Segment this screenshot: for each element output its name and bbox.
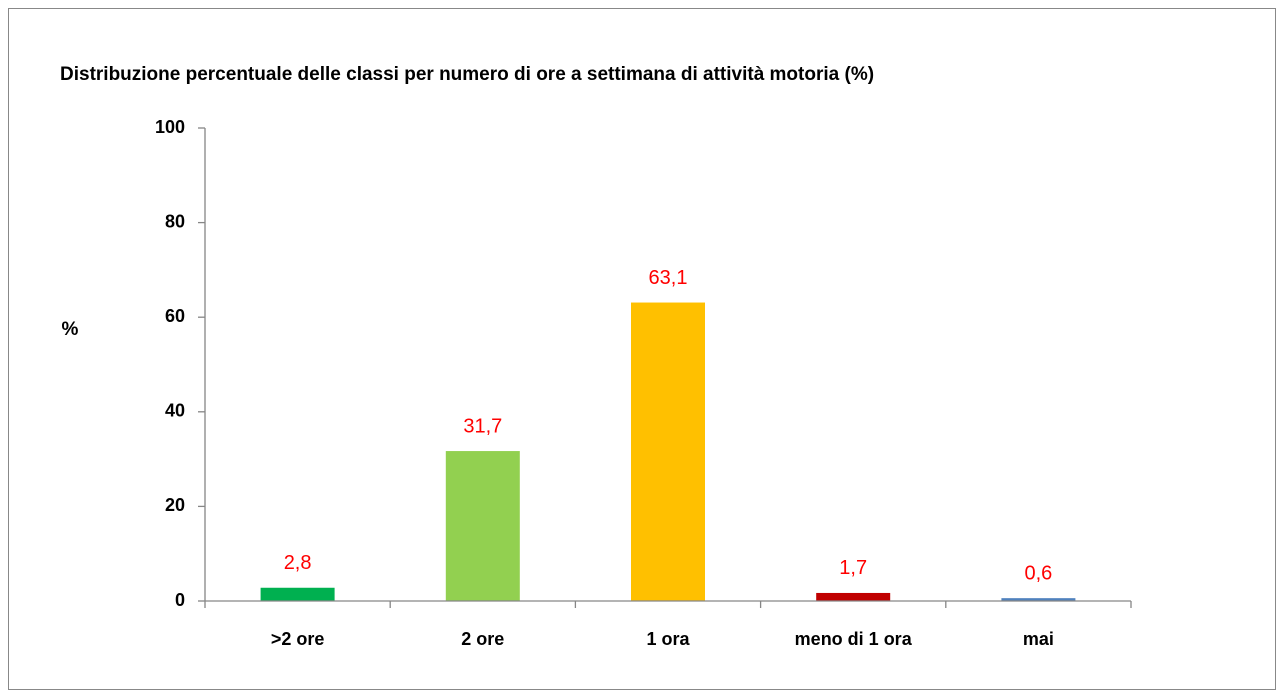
y-tick-label: 20 bbox=[165, 495, 185, 515]
value-label: 31,7 bbox=[463, 415, 502, 437]
bar bbox=[260, 587, 335, 601]
y-tick-label: 0 bbox=[175, 590, 185, 610]
value-label: 1,7 bbox=[839, 557, 867, 579]
value-label: 63,1 bbox=[649, 267, 688, 289]
x-tick-label: 2 ore bbox=[461, 629, 504, 649]
y-axis-label: % bbox=[62, 319, 79, 340]
y-tick-label: 100 bbox=[155, 117, 185, 137]
y-tick-label: 80 bbox=[165, 211, 185, 231]
bar bbox=[816, 592, 891, 601]
bar bbox=[631, 302, 705, 601]
x-tick-label: 1 ora bbox=[646, 629, 690, 649]
value-label: 2,8 bbox=[284, 552, 312, 574]
bar bbox=[1001, 598, 1076, 601]
x-tick-label: meno di 1 ora bbox=[795, 629, 913, 649]
bar bbox=[445, 451, 520, 601]
value-label: 0,6 bbox=[1024, 562, 1052, 584]
x-tick-label: >2 ore bbox=[271, 629, 325, 649]
chart-title: Distribuzione percentuale delle classi p… bbox=[60, 64, 874, 85]
y-tick-label: 60 bbox=[165, 306, 185, 326]
x-tick-label: mai bbox=[1023, 629, 1054, 649]
y-tick-label: 40 bbox=[165, 401, 185, 421]
